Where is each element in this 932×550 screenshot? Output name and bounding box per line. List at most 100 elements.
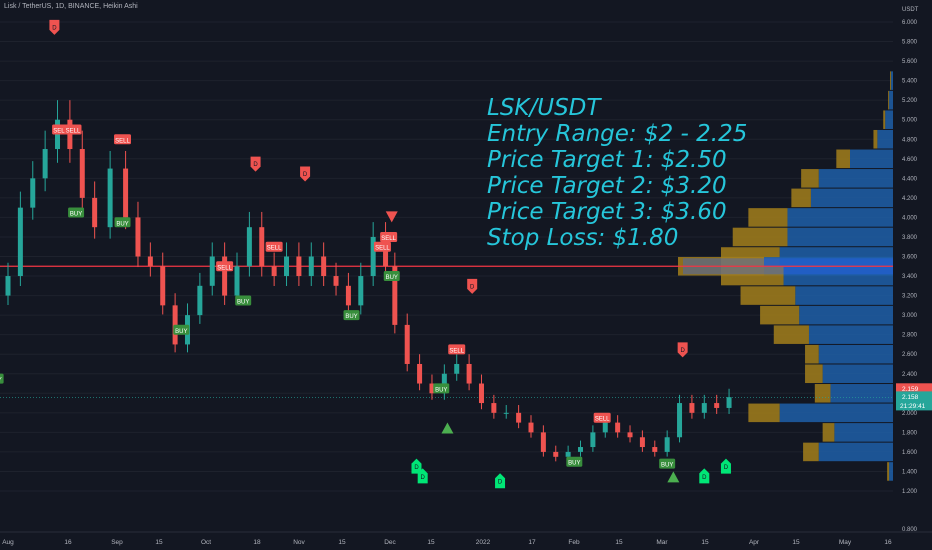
sell-signal-label: SELL (217, 265, 232, 271)
d-marker-label: D (414, 465, 419, 471)
x-tick-label: Aug (2, 539, 14, 546)
candle-body (271, 266, 277, 277)
trade-annotation: LSK/USDT Entry Range: $2 - 2.25 Price Ta… (487, 95, 747, 251)
d-marker-down (250, 156, 261, 172)
candle-body (677, 403, 683, 438)
signal-badge (343, 310, 360, 321)
candle-body (602, 422, 608, 433)
vp-bar-down (748, 208, 788, 227)
signal-badge (373, 241, 391, 252)
d-marker-label: D (52, 25, 57, 31)
y-tick-label: 3.400 (902, 274, 918, 280)
x-tick-label: 15 (155, 539, 163, 546)
candle-body (123, 168, 129, 218)
y-tick-label: 5.400 (902, 79, 918, 85)
price-badge-red (896, 383, 932, 394)
candle-body (429, 383, 435, 394)
candle-body (553, 451, 559, 457)
candle-body (296, 256, 302, 277)
vp-bar-up (787, 208, 893, 227)
vp-bar-up (818, 169, 893, 188)
vp-bar-down (873, 129, 878, 149)
candle-body (578, 447, 584, 452)
x-tick-label: Nov (293, 539, 305, 546)
x-tick-label: 15 (427, 539, 435, 546)
buy-signal-label: BUY (386, 275, 398, 281)
y-tick-label: 1.400 (902, 469, 918, 475)
sell-signal-label: SELL (375, 246, 390, 252)
sell-signal-label: SELL (53, 128, 68, 134)
y-tick-label: 4.600 (902, 157, 918, 163)
candle-body (491, 403, 497, 413)
candle-body (528, 422, 534, 433)
d-marker-up (417, 468, 428, 484)
signal-badge (593, 412, 611, 423)
volume-profile (678, 71, 893, 481)
last-price-text: 2.158 (902, 394, 919, 401)
candle-body (308, 256, 314, 277)
annotation-pair: LSK/USDT (487, 95, 601, 121)
y-tick-label: 2.400 (902, 372, 918, 378)
y-tick-label: 1.800 (902, 430, 918, 436)
vp-bar-up (799, 305, 893, 325)
candle-body (565, 451, 571, 457)
candle-body (392, 266, 398, 325)
y-tick-label: 5.200 (902, 98, 918, 104)
annotation-stop-loss: Stop Loss: $1.80 (487, 225, 679, 251)
vp-bar-down (888, 90, 890, 110)
signal-badge (380, 231, 398, 242)
candle-body (404, 324, 410, 364)
candle-body (234, 266, 240, 296)
x-tick-label: Mar (656, 539, 668, 546)
vp-bar-down (822, 423, 835, 442)
vp-bar-up (779, 403, 893, 423)
d-marker-up (720, 458, 731, 474)
d-marker-down (49, 19, 60, 35)
triangle-up (667, 471, 680, 483)
vp-bar-up (795, 286, 893, 305)
candle-body (147, 256, 153, 267)
vp-bar-down (760, 305, 800, 325)
vp-bar-down (814, 384, 831, 403)
axis-unit: USDT (902, 7, 919, 13)
candle-body (17, 207, 23, 277)
annotation-target-1: Price Target 1: $2.50 (487, 147, 727, 173)
signal-badge (114, 134, 132, 145)
vp-bar-up (787, 227, 893, 247)
triangle-up (441, 422, 454, 434)
candle-body (160, 266, 166, 306)
candle-body (370, 236, 376, 277)
d-marker-label: D (253, 162, 258, 168)
candle-body (30, 178, 36, 208)
candle-body (701, 403, 707, 413)
d-marker-label: D (702, 475, 707, 481)
buy-signal-label: BUY (435, 387, 447, 393)
candle-body (516, 412, 522, 423)
signal-badge (0, 373, 4, 384)
annotation-entry: Entry Range: $2 - 2.25 (487, 121, 748, 147)
sell-signal-label: SELL (381, 236, 396, 242)
vp-bar-down (890, 71, 892, 90)
y-axis: USDT 6.000 5.800 5.600 5.400 5.200 5.000 4.800 4… (895, 0, 932, 533)
sell-signal-label: SELL (115, 138, 130, 144)
candle-body (590, 432, 596, 448)
vp-bar-up (822, 364, 893, 384)
candle-body (689, 403, 695, 413)
buy-signal-label: BUY (175, 329, 187, 335)
candle-body (92, 197, 98, 228)
y-tick-label: 5.000 (902, 118, 918, 124)
d-marker-label: D (303, 172, 308, 178)
vp-bar-down (805, 364, 823, 384)
buy-signal-label: BUY (568, 461, 580, 467)
y-tick-label: 0.800 (902, 527, 918, 533)
signal-badge (448, 344, 466, 355)
y-tick-label: 4.400 (902, 176, 918, 182)
annotation-target-2: Price Target 2: $3.20 (487, 173, 727, 199)
vp-bar-down (887, 462, 890, 481)
signal-badge (383, 271, 400, 282)
vp-bar-down (748, 403, 780, 423)
candle-body (664, 437, 670, 452)
signal-badge (265, 241, 283, 252)
